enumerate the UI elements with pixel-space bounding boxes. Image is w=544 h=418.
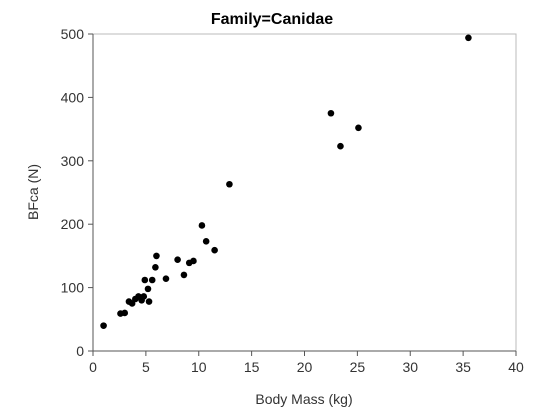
- y-axis-ticks: 0 100 200 300 400 500: [61, 26, 93, 359]
- data-point: [152, 264, 159, 271]
- data-point: [465, 34, 472, 42]
- data-point: [198, 222, 206, 229]
- data-point: [145, 298, 153, 305]
- data-point: [162, 275, 170, 283]
- data-point: [121, 309, 129, 317]
- data-point: [180, 271, 188, 279]
- x-tick-label: 0: [89, 359, 97, 375]
- y-tick-label: 300: [61, 153, 85, 169]
- data-point: [337, 142, 344, 150]
- x-tick-label: 40: [508, 359, 524, 375]
- x-tick-label: 20: [297, 359, 313, 375]
- y-tick-label: 100: [61, 280, 85, 296]
- data-point: [100, 322, 107, 329]
- y-tick-label: 200: [61, 216, 85, 232]
- data-point: [226, 180, 233, 188]
- data-point: [174, 256, 181, 264]
- x-axis-ticks: 0 5 10 15 20 25 30 35 40: [89, 351, 524, 375]
- x-axis-label: Body Mass (kg): [255, 391, 352, 407]
- data-point: [211, 246, 218, 254]
- data-point: [141, 276, 149, 284]
- data-point: [202, 238, 210, 245]
- x-tick-label: 15: [244, 359, 260, 375]
- x-tick-label: 10: [191, 359, 207, 375]
- data-point: [140, 293, 148, 300]
- x-tick-label: 35: [455, 359, 471, 375]
- x-tick-label: 5: [142, 359, 150, 375]
- plot-frame: [92, 33, 517, 352]
- data-point: [355, 124, 362, 132]
- y-tick-label: 0: [76, 343, 84, 359]
- x-tick-label: 30: [402, 359, 418, 375]
- data-point: [327, 109, 335, 117]
- y-tick-label: 400: [61, 89, 85, 105]
- data-point: [148, 276, 156, 284]
- data-point: [144, 285, 152, 293]
- y-axis-label: BFca (N): [25, 164, 41, 220]
- data-point: [190, 257, 197, 265]
- y-tick-label: 500: [61, 26, 85, 42]
- data-point: [153, 252, 160, 260]
- x-tick-label: 25: [350, 359, 366, 375]
- chart-title: Family=Canidae: [211, 11, 333, 28]
- data-points: [100, 34, 472, 329]
